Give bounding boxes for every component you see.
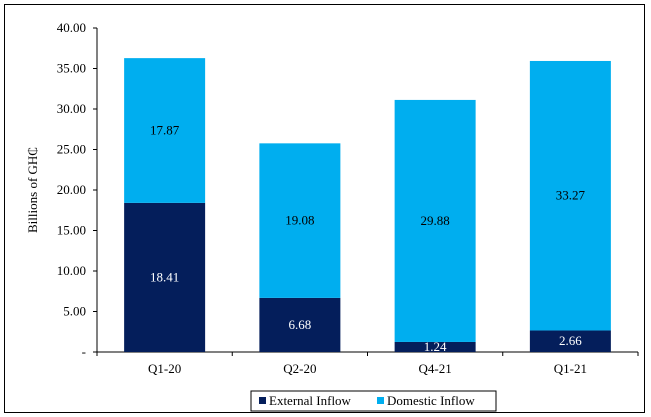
y-tick-label: 5.00	[63, 304, 86, 319]
y-tick-label: 25.00	[57, 142, 86, 157]
data-label: 17.87	[150, 123, 180, 138]
x-tick-label: Q2-20	[283, 361, 316, 376]
legend-label: Domestic Inflow	[387, 393, 475, 408]
data-label: 18.41	[150, 269, 179, 284]
data-label: 29.88	[421, 213, 450, 228]
legend-label: External Inflow	[269, 393, 352, 408]
legend-swatch	[377, 397, 384, 404]
y-tick-label: 15.00	[57, 223, 86, 238]
y-tick-label: -	[82, 344, 86, 359]
bar-external-inflow-q1-20	[124, 202, 206, 352]
x-tick-label: Q4-21	[419, 361, 452, 376]
bar-external-inflow-q1-21	[529, 330, 611, 352]
bar-external-inflow-q2-20	[259, 297, 341, 352]
bar-domestic-inflow-q2-20	[259, 143, 341, 298]
data-label: 33.27	[556, 188, 586, 203]
y-tick-label: 10.00	[57, 263, 86, 278]
y-tick-label: 30.00	[57, 101, 86, 116]
data-label: 1.24	[424, 339, 447, 354]
bar-domestic-inflow-q4-21	[394, 99, 476, 342]
data-label: 6.68	[289, 317, 312, 332]
legend-box	[250, 390, 497, 412]
y-tick-label: 20.00	[57, 182, 86, 197]
data-label: 19.08	[285, 213, 314, 228]
legend-swatch	[259, 397, 266, 404]
y-tick-label: 35.00	[57, 61, 86, 76]
data-label: 2.66	[559, 333, 582, 348]
y-tick-label: 40.00	[57, 20, 86, 35]
x-tick-label: Q1-21	[554, 361, 587, 376]
x-tick-label: Q1-20	[148, 361, 181, 376]
bar-external-inflow-q4-21	[394, 341, 476, 352]
y-axis-title: Billions of GH₵	[25, 147, 40, 233]
bar-domestic-inflow-q1-20	[124, 58, 206, 203]
bar-domestic-inflow-q1-21	[529, 60, 611, 331]
